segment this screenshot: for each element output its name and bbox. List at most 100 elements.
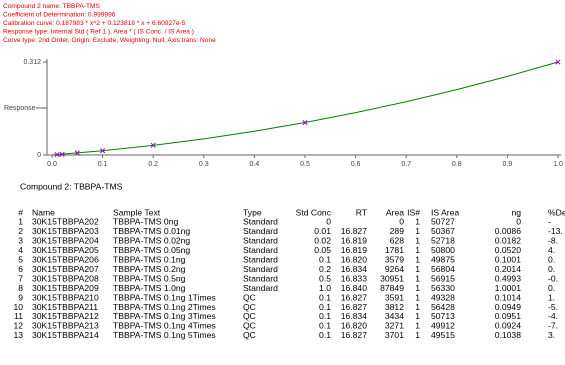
table-cell: 3434 (385, 311, 404, 321)
table-cell: 0.1014 (495, 292, 522, 302)
table-cell: 0.1 (319, 330, 331, 340)
table-cell: 30K15TBBPA214 (32, 330, 99, 340)
table-cell: -0. (548, 273, 558, 283)
x-tick-label: 0.0 (47, 161, 57, 168)
table-cell: TBBPA-TMS 0.2ng (113, 264, 186, 274)
table-cell: 3812 (385, 302, 404, 312)
x-tick-label: 0.7 (401, 161, 411, 168)
x-tick-label: 0.4 (250, 161, 260, 168)
header-line: Response type: Internal Std ( Ref 1 ), A… (3, 29, 194, 36)
table-cell: 9264 (385, 264, 404, 274)
table-cell: Standard (243, 283, 278, 293)
table-cell: 30K15TBBPA204 (32, 236, 99, 246)
table-cell: 16.834 (341, 311, 368, 321)
table-cell: 11 (14, 311, 23, 321)
table-cell: 50713 (431, 311, 455, 321)
column-header: RT (356, 207, 368, 217)
column-header: ng (511, 207, 521, 217)
table-cell: 50367 (431, 226, 455, 236)
table-cell: 16.834 (341, 264, 368, 274)
column-header: Std Conc (296, 207, 332, 217)
table-cell: 3591 (385, 292, 404, 302)
table-cell: 1781 (385, 245, 404, 255)
table-cell: 1 (18, 217, 23, 227)
table-cell: 16.819 (341, 236, 368, 246)
table-cell: QC (243, 302, 256, 312)
table-cell: -5. (548, 302, 558, 312)
table-cell: -13. (548, 226, 563, 236)
table-cell: 16.840 (341, 283, 368, 293)
table-cell: 13 (13, 330, 23, 340)
table-cell: 289 (390, 226, 405, 236)
x-tick-label: 0.1 (98, 161, 108, 168)
table-cell: Standard (243, 255, 278, 265)
table-cell: 0.01 (314, 226, 331, 236)
table-cell: 1 (415, 330, 420, 340)
header-line: Coefficient of Determination: 0.999996 (3, 11, 116, 18)
table-cell: 30K15TBBPA202 (32, 217, 99, 227)
table-cell: 30K15TBBPA206 (32, 255, 99, 265)
fit-curve (51, 61, 559, 156)
table-cell: 5 (18, 255, 23, 265)
y-tick-label: 0.312 (23, 59, 41, 66)
table-cell: QC (243, 330, 256, 340)
column-header: IS# (407, 207, 420, 217)
column-header: %De (548, 207, 565, 217)
table-cell: 56915 (431, 273, 455, 283)
table-cell: 0.02 (314, 236, 331, 246)
calibration-point (100, 148, 106, 154)
column-header: # (18, 207, 23, 217)
table-cell: 16.820 (341, 255, 368, 265)
table-cell: - (548, 217, 551, 227)
table-cell: 16.827 (341, 292, 368, 302)
table-cell: TBBPA-TMS 0.1ng 1Times (113, 292, 216, 302)
table-cell: 628 (390, 236, 405, 246)
table-cell: 0.0086 (495, 226, 522, 236)
table-cell: 3271 (385, 321, 404, 331)
table-cell: 0.1 (319, 302, 331, 312)
table-cell: 1.0001 (495, 283, 522, 293)
table-cell: 16.827 (341, 226, 368, 236)
table-cell: 0.1 (319, 255, 331, 265)
table-cell: 3579 (385, 255, 404, 265)
calibration-point (59, 151, 65, 157)
table-cell: 0.2 (319, 264, 331, 274)
table-cell: TBBPA-TMS 0.05ng (113, 245, 190, 255)
table-cell: 30K15TBBPA207 (32, 264, 99, 274)
table-cell: 30K15TBBPA210 (32, 292, 99, 302)
table-cell: 49912 (431, 321, 455, 331)
header-line: Calibration curve: 0.187983 * x^2 + 0.12… (3, 20, 186, 27)
table-cell: 52718 (431, 236, 455, 246)
table-cell: 0.1038 (495, 330, 522, 340)
table-cell: QC (243, 292, 256, 302)
table-cell: TBBPA-TMS 0ng (113, 217, 178, 227)
table-cell: 30K15TBBPA208 (32, 273, 99, 283)
table-cell: 3 (18, 236, 23, 246)
table-cell: 0.0520 (495, 245, 522, 255)
table-cell: -4. (548, 311, 558, 321)
table-cell: TBBPA-TMS 0.1ng 5Times (113, 330, 216, 340)
table-cell: 0.0949 (495, 302, 522, 312)
table-cell: 2 (18, 226, 23, 236)
table-cell: 49328 (431, 292, 455, 302)
column-header: Type (243, 207, 262, 217)
table-cell: 0 (516, 217, 521, 227)
table-cell: 30K15TBBPA211 (32, 302, 98, 312)
table-cell: 30K15TBBPA212 (32, 311, 99, 321)
calibration-point (74, 150, 80, 156)
table-cell: 87849 (380, 283, 404, 293)
table-cell: TBBPA-TMS 0.1ng (113, 255, 186, 265)
table-cell: 30K15TBBPA203 (32, 226, 99, 236)
table-cell: TBBPA-TMS 0.01ng (113, 226, 190, 236)
table-cell: Standard (243, 236, 278, 246)
table-cell: -8. (548, 236, 558, 246)
table-cell: 49515 (431, 330, 455, 340)
header-line: Curve type: 2nd Order, Origin: Exclude, … (3, 37, 216, 44)
table-cell: TBBPA-TMS 0.1ng 3Times (113, 311, 216, 321)
table-cell: QC (243, 311, 256, 321)
column-header: Sample Text (113, 207, 161, 217)
table-cell: 30951 (380, 273, 404, 283)
table-cell: 0. (548, 264, 555, 274)
table-cell: 0 (399, 217, 404, 227)
table-cell: 16.833 (341, 273, 368, 283)
